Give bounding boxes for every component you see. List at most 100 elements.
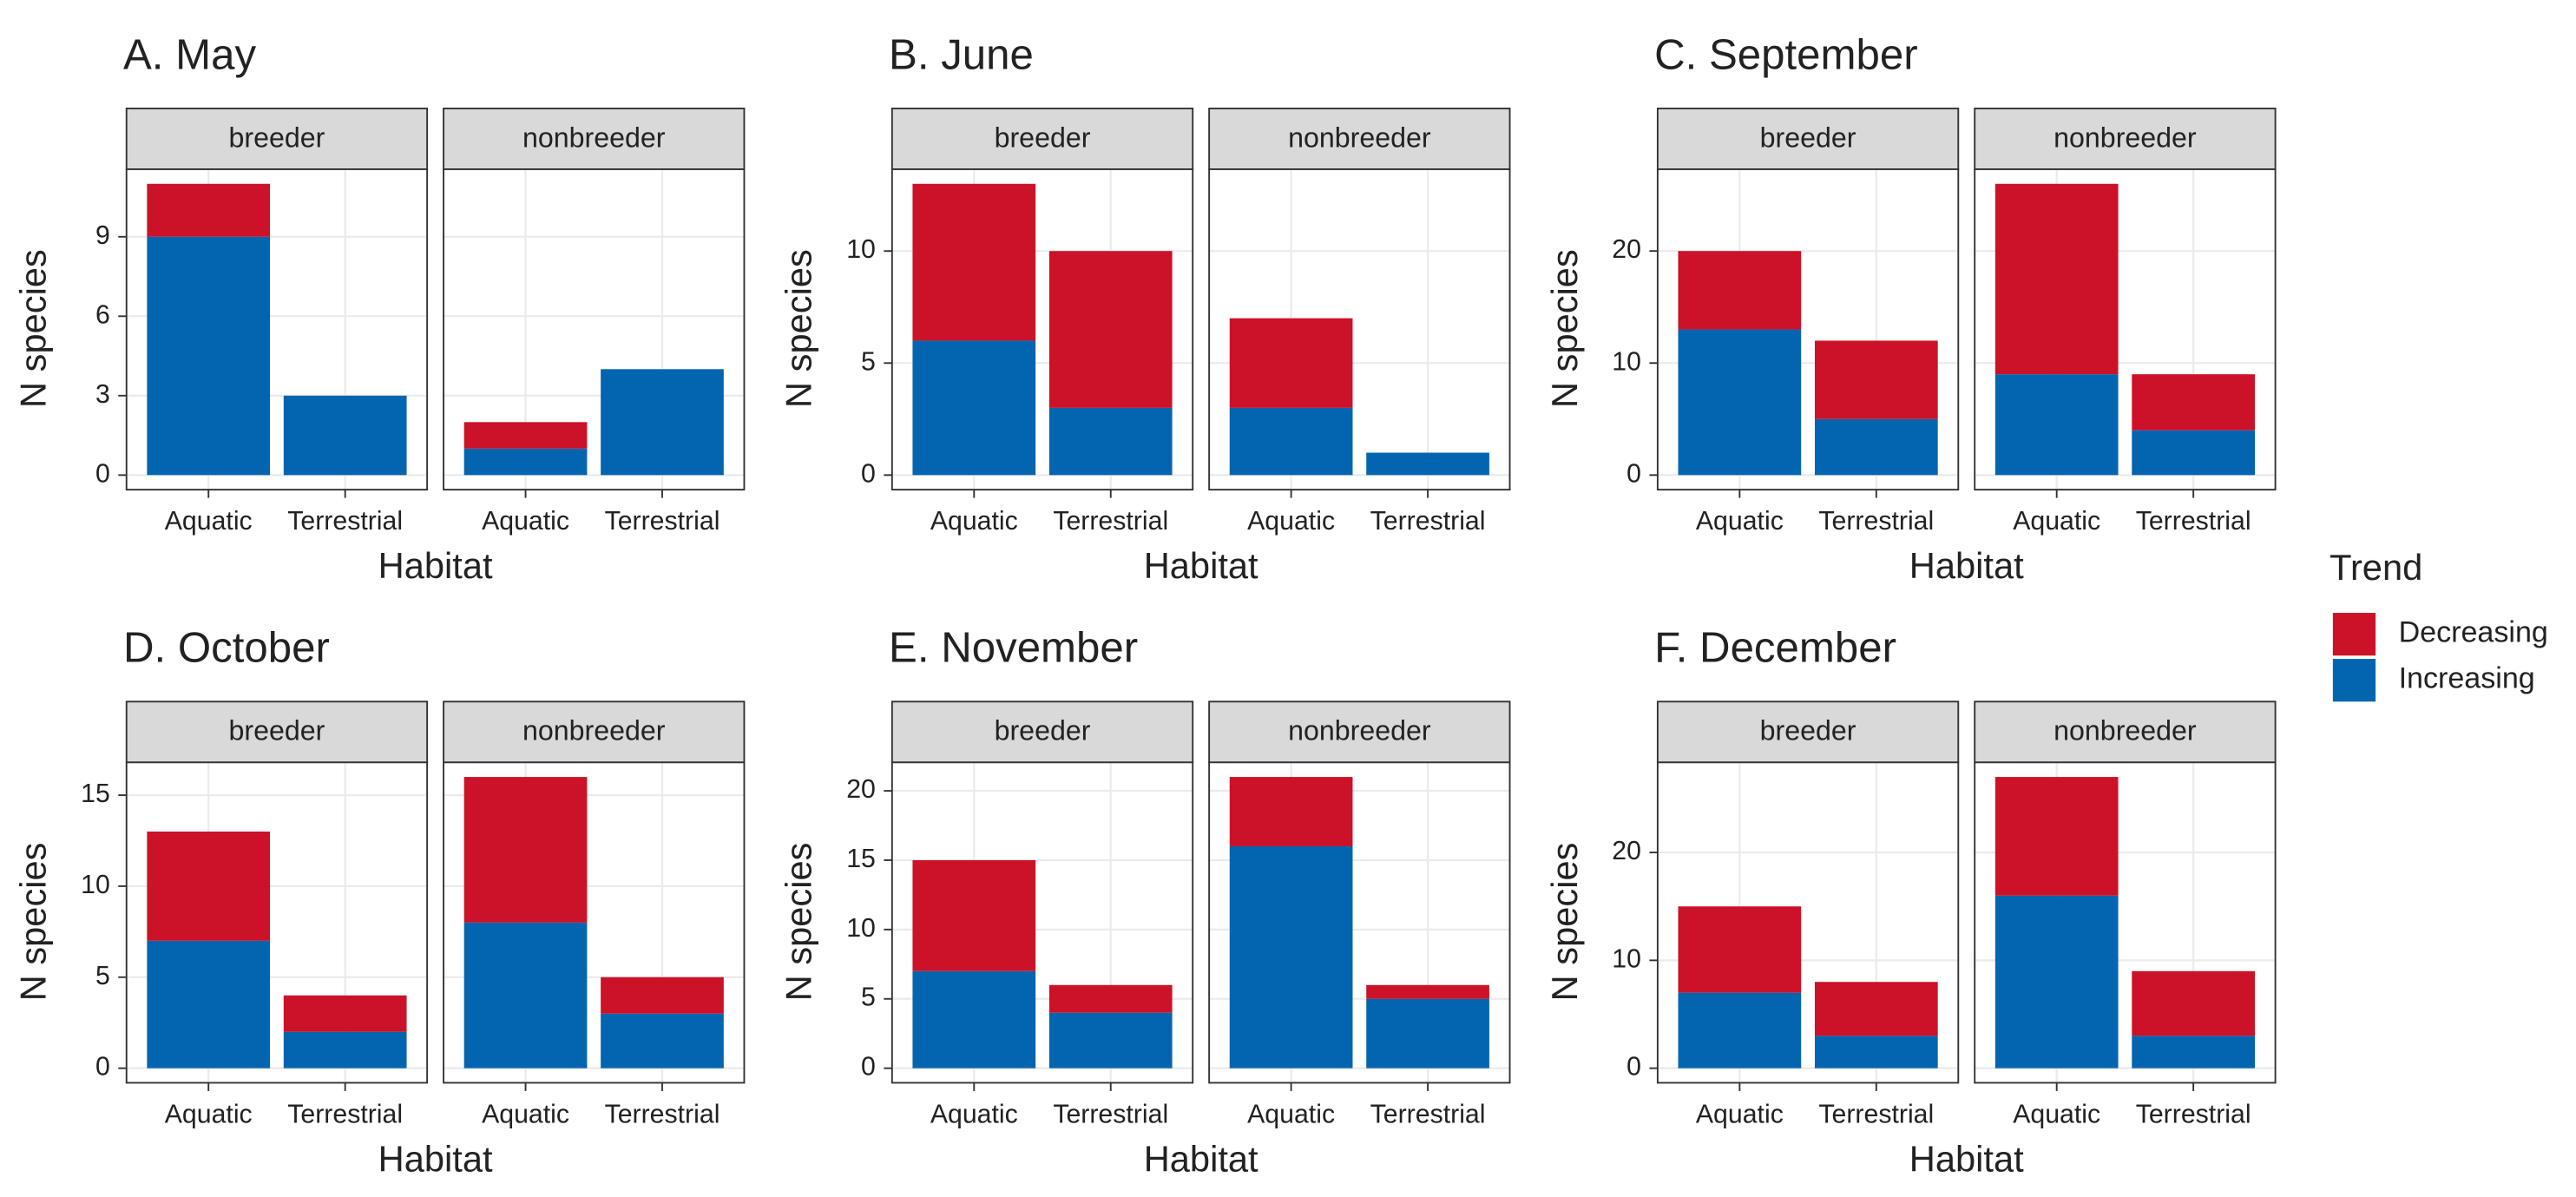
strip — [443, 700, 746, 764]
y-tick-label: 6 — [95, 300, 110, 329]
panel-border — [125, 761, 429, 1084]
bar — [601, 977, 724, 1014]
x-tick-label: Terrestrial — [605, 507, 720, 536]
panel-border — [443, 761, 746, 1084]
x-tick-label: Terrestrial — [1818, 1100, 1934, 1128]
y-axis-title: N species — [13, 249, 54, 408]
panel-border — [1208, 168, 1511, 491]
panel-border — [443, 168, 746, 491]
chart-title: E. November — [889, 624, 1138, 672]
x-tick-label: Terrestrial — [2136, 1100, 2251, 1128]
bar — [1366, 452, 1489, 476]
x-tick-label: Aquatic — [2013, 1100, 2100, 1128]
panel-border — [1208, 761, 1511, 1084]
panel-border — [1656, 761, 1960, 1084]
strip — [890, 700, 1194, 764]
bar — [1994, 777, 2119, 896]
y-axis-title: N species — [779, 843, 819, 1002]
bar — [2132, 970, 2255, 1036]
x-tick-label: Aquatic — [1696, 507, 1784, 536]
bar — [1678, 251, 1802, 330]
strip-label: nonbreeder — [1288, 715, 1431, 746]
bar — [463, 422, 588, 449]
y-tick-label: 15 — [846, 845, 876, 873]
y-tick-label: 20 — [1612, 837, 1641, 865]
strip-label: nonbreeder — [522, 122, 666, 153]
y-tick-label: 10 — [846, 914, 876, 943]
strip — [1656, 108, 1960, 170]
y-tick-label: 0 — [95, 1053, 110, 1082]
bar — [1814, 418, 1938, 476]
bar — [1366, 984, 1489, 999]
x-axis-title: Habitat — [1144, 1138, 1258, 1179]
x-tick-label: Aquatic — [930, 1100, 1018, 1128]
legend-label: Decreasing — [2399, 616, 2548, 649]
x-tick-label: Aquatic — [482, 507, 569, 536]
panel-border — [1656, 168, 1960, 491]
chart-title: D. October — [123, 624, 330, 672]
y-tick-label: 3 — [95, 380, 110, 409]
bar — [463, 448, 588, 476]
y-tick-label: 0 — [861, 459, 876, 488]
bar — [912, 859, 1036, 971]
bar — [1814, 982, 1938, 1036]
y-tick-label: 5 — [861, 347, 876, 376]
bar — [2132, 374, 2255, 431]
x-tick-label: Aquatic — [1247, 507, 1335, 536]
bar — [147, 183, 271, 237]
x-tick-label: Terrestrial — [1370, 1100, 1486, 1128]
panel-border — [1974, 168, 2277, 491]
x-tick-label: Aquatic — [165, 507, 253, 536]
strip-label: nonbreeder — [1288, 122, 1431, 153]
bar — [1994, 374, 2119, 476]
strip-label: breeder — [1760, 715, 1856, 746]
y-axis-title: N species — [1544, 249, 1585, 408]
bar — [1678, 906, 1802, 993]
x-axis-title: Habitat — [1909, 1138, 2024, 1179]
x-tick-label: Terrestrial — [1053, 507, 1168, 536]
x-tick-label: Aquatic — [482, 1100, 569, 1128]
y-axis-title: N species — [779, 249, 819, 408]
y-tick-label: 5 — [861, 983, 876, 1012]
bar — [912, 970, 1036, 1069]
bar — [147, 236, 271, 476]
bar — [1814, 1036, 1938, 1069]
bar — [283, 995, 407, 1032]
bar — [147, 940, 271, 1069]
bar — [1229, 777, 1353, 846]
x-axis-title: Habitat — [1144, 545, 1258, 586]
bar — [1994, 895, 2119, 1069]
y-tick-label: 10 — [1612, 347, 1641, 376]
bar — [912, 183, 1036, 341]
x-axis-title: Habitat — [378, 1138, 493, 1179]
y-tick-label: 20 — [1612, 235, 1641, 264]
bar — [1678, 992, 1802, 1069]
chart-title: F. December — [1654, 624, 1896, 672]
chart-title: A. May — [123, 30, 257, 78]
legend-label: Increasing — [2399, 662, 2535, 695]
x-axis-title: Habitat — [1909, 545, 2024, 586]
y-tick-label: 10 — [81, 871, 110, 899]
bar — [1366, 998, 1489, 1069]
bar — [2132, 1036, 2255, 1069]
strip-label: breeder — [229, 122, 325, 153]
y-tick-label: 0 — [1626, 459, 1641, 488]
bar — [1048, 1012, 1173, 1069]
bar — [1229, 407, 1353, 476]
x-tick-label: Terrestrial — [2136, 507, 2251, 536]
legend-title: Trend — [2330, 547, 2422, 588]
bar — [1229, 845, 1353, 1069]
y-tick-label: 20 — [846, 775, 876, 804]
x-axis-title: Habitat — [378, 545, 493, 586]
strip-label: breeder — [995, 122, 1091, 153]
x-tick-label: Aquatic — [1247, 1100, 1335, 1128]
strip — [1974, 108, 2277, 170]
strip — [125, 700, 429, 764]
strip-label: nonbreeder — [522, 715, 666, 746]
bar — [1994, 183, 2119, 375]
y-tick-label: 5 — [95, 962, 110, 990]
bar — [1814, 340, 1938, 419]
strip-label: breeder — [995, 715, 1091, 746]
strip — [443, 108, 746, 170]
